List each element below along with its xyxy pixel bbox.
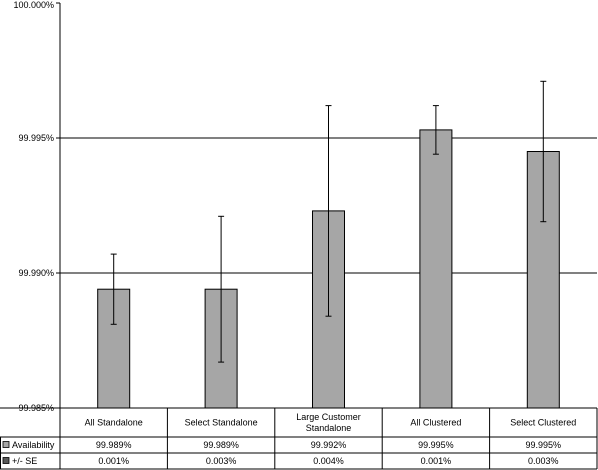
legend-key [2,457,10,464]
data-label: 99.995% [526,440,562,450]
y-tick-label: 100.000% [13,0,54,10]
data-label: 99.989% [96,440,132,450]
data-table: All Standalone Select Standalone Large Cus… [0,407,598,470]
legend-key [2,441,10,448]
data-label: 0.003% [528,456,559,466]
category-label: All Standalone [85,418,143,428]
data-label: 0.003% [206,456,237,466]
series-name: +/- SE [12,456,37,466]
category-label: All Clustered [410,418,461,428]
data-label: 0.004% [313,456,344,466]
category-label: Large Customer [296,412,361,422]
y-axis: 99.985%99.990%99.995%100.000% [13,0,61,413]
category-label: Select Clustered [510,418,576,428]
series-name: Availability [12,440,55,450]
error-bars [110,80,547,363]
y-tick-label: 99.990% [18,268,54,278]
y-tick-label: 99.995% [18,133,54,143]
data-label: 0.001% [421,456,452,466]
category-label: Standalone [306,423,352,433]
data-label: 0.001% [98,456,129,466]
bar [419,129,453,409]
data-label: 99.995% [418,440,454,450]
category-label: Select Standalone [185,418,258,428]
data-label: 99.992% [311,440,347,450]
data-label: 99.989% [203,440,239,450]
